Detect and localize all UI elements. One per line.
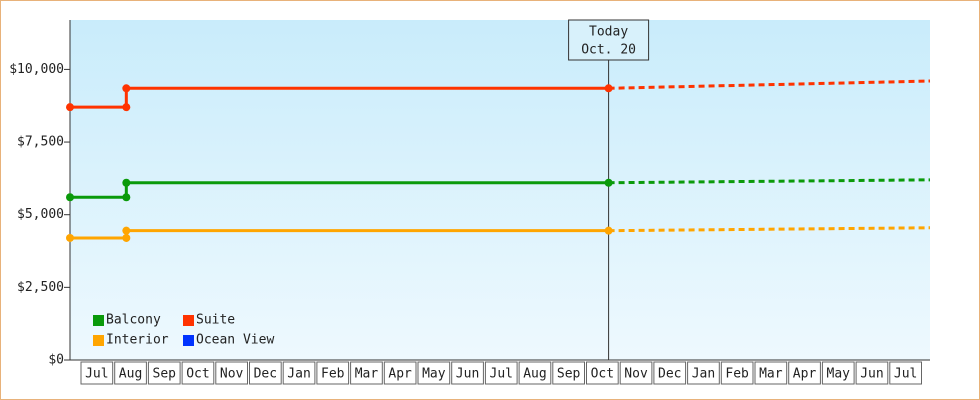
series-line [70, 181, 609, 199]
point [66, 103, 74, 112]
x-tick-box [383, 361, 417, 385]
point [122, 233, 131, 242]
x-tick-box [855, 361, 889, 385]
x-tick-label: Jul [894, 367, 917, 382]
x-tick-label: Sep [557, 367, 581, 382]
x-tick-label: Jul [85, 367, 108, 382]
point [604, 226, 613, 235]
x-tick-box [215, 361, 249, 385]
x-tick-box [80, 361, 114, 385]
today-box [568, 19, 650, 61]
y-tick-label: $0 [48, 353, 64, 368]
x-tick-label: May [827, 367, 851, 382]
y-tick-label: $5,000 [17, 207, 64, 222]
point [122, 178, 131, 187]
x-tick-box [249, 361, 282, 385]
x-tick-label: Apr [793, 367, 817, 382]
x-tick-box [518, 361, 552, 385]
x-tick-box [451, 361, 484, 385]
forecast-line [608, 226, 931, 233]
x-tick-label: Apr [388, 367, 412, 382]
x-tick-box [417, 361, 451, 385]
plot-area [70, 20, 930, 360]
legend-swatch [93, 335, 104, 346]
x-tick-label: Mar [759, 367, 783, 382]
point [122, 103, 131, 112]
forecast-line [608, 79, 931, 90]
x-tick-box [350, 361, 383, 385]
legend-swatch [183, 315, 194, 326]
x-tick-label: Nov [220, 367, 244, 382]
x-tick-label: Mar [355, 367, 379, 382]
point [122, 193, 131, 202]
x-tick-label: Jan [692, 367, 715, 382]
point [66, 233, 74, 242]
point [604, 178, 613, 187]
x-tick-label: Feb [725, 367, 749, 382]
x-tick-box [687, 361, 720, 385]
x-tick-box [821, 361, 855, 385]
x-tick-label: Jun [860, 367, 883, 382]
x-tick-box [653, 361, 687, 385]
point [122, 84, 131, 93]
y-tick-label: $10,000 [9, 62, 64, 77]
today-label: Oct. 20 [581, 43, 636, 58]
legend-label: Ocean View [196, 333, 274, 348]
x-tick-label: Jan [287, 367, 310, 382]
legend-swatch [93, 315, 104, 326]
x-tick-box [889, 361, 922, 385]
legend-swatch [183, 335, 194, 346]
point [122, 226, 131, 235]
legend-label: Suite [196, 313, 235, 328]
point [604, 84, 613, 93]
x-tick-label: May [422, 367, 446, 382]
x-tick-box [147, 361, 181, 385]
x-tick-box [552, 361, 585, 385]
x-tick-box [282, 361, 316, 385]
today-label: Today [589, 25, 628, 40]
legend-label: Interior [106, 333, 169, 348]
x-tick-box [720, 361, 754, 385]
x-tick-label: Oct [591, 367, 614, 382]
x-tick-label: Dec [658, 367, 681, 382]
y-tick-label: $7,500 [17, 135, 64, 150]
x-tick-box [484, 361, 518, 385]
x-tick-label: Oct [186, 367, 209, 382]
x-tick-box [181, 361, 215, 385]
x-tick-label: Feb [321, 367, 345, 382]
x-tick-label: Jul [490, 367, 513, 382]
series-line [70, 86, 609, 109]
forecast-line [608, 178, 931, 185]
legend-label: Balcony [106, 313, 161, 328]
x-tick-label: Dec [254, 367, 277, 382]
x-tick-label: Nov [624, 367, 648, 382]
x-tick-box [754, 361, 788, 385]
x-tick-box [586, 361, 619, 385]
x-tick-box [114, 361, 147, 385]
x-tick-box [619, 361, 653, 385]
x-tick-label: Aug [119, 367, 142, 382]
y-tick-label: $2,500 [17, 280, 64, 295]
point [66, 193, 74, 202]
x-tick-box [316, 361, 350, 385]
x-tick-label: Sep [153, 367, 177, 382]
x-tick-label: Aug [523, 367, 546, 382]
x-tick-label: Jun [456, 367, 479, 382]
x-tick-box [788, 361, 821, 385]
